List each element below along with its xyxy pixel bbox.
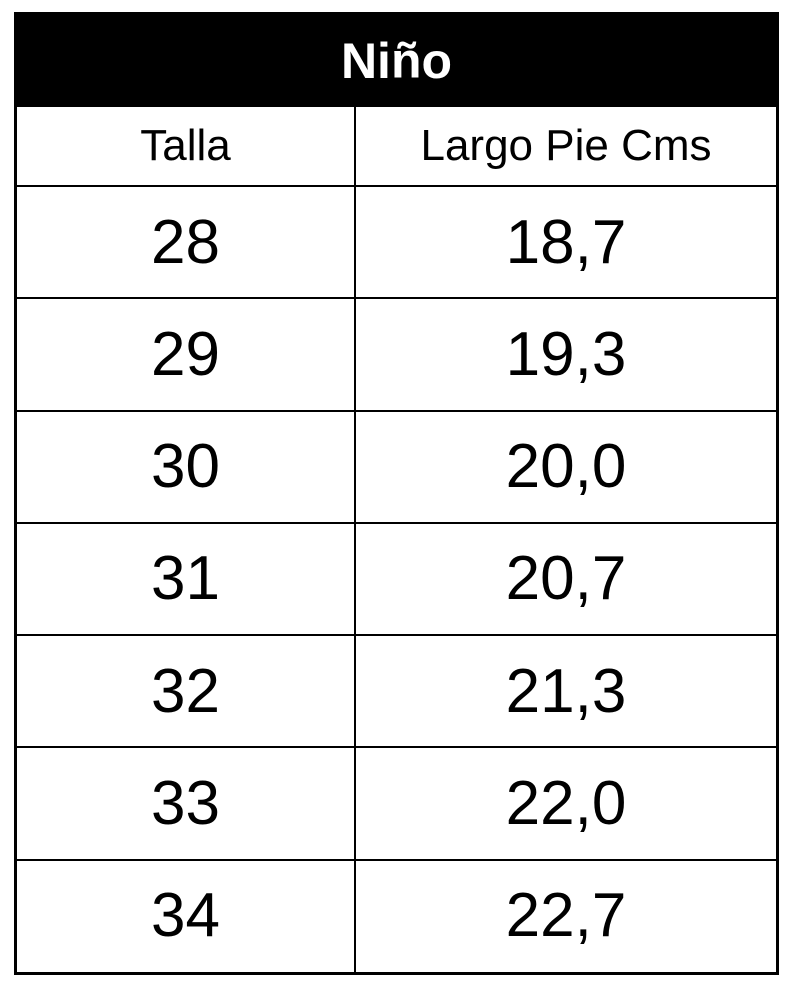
- table-cell: 20,0: [505, 432, 627, 502]
- row-divider: [17, 409, 776, 412]
- table-cell: 31: [151, 544, 220, 614]
- table-cell: 22,0: [505, 769, 627, 839]
- size-table: Niño Talla Largo Pie Cms 28 18,7 29 19,3 30 20,…: [14, 12, 779, 975]
- table-cell: 33: [151, 769, 220, 839]
- table-cell: 32: [151, 656, 220, 726]
- row-divider: [17, 297, 776, 300]
- column-header: Talla: [140, 121, 231, 170]
- table-cell: 30: [151, 432, 220, 502]
- table-cell: 22,7: [505, 881, 627, 951]
- table-cell: 28: [151, 207, 220, 277]
- column-divider: [354, 106, 356, 972]
- table-cell: 34: [151, 881, 220, 951]
- column-header: Largo Pie Cms: [420, 121, 712, 170]
- row-divider: [17, 105, 776, 107]
- table-cell: 19,3: [505, 319, 627, 389]
- table-cell: 18,7: [505, 207, 627, 277]
- table-cell: 21,3: [505, 656, 627, 726]
- table-cell: 20,7: [505, 544, 627, 614]
- row-divider: [17, 858, 776, 861]
- table-title: Niño: [17, 15, 776, 106]
- row-divider: [17, 521, 776, 524]
- row-divider: [17, 634, 776, 637]
- row-divider: [17, 185, 776, 187]
- row-divider: [17, 746, 776, 749]
- table-cell: 29: [151, 319, 220, 389]
